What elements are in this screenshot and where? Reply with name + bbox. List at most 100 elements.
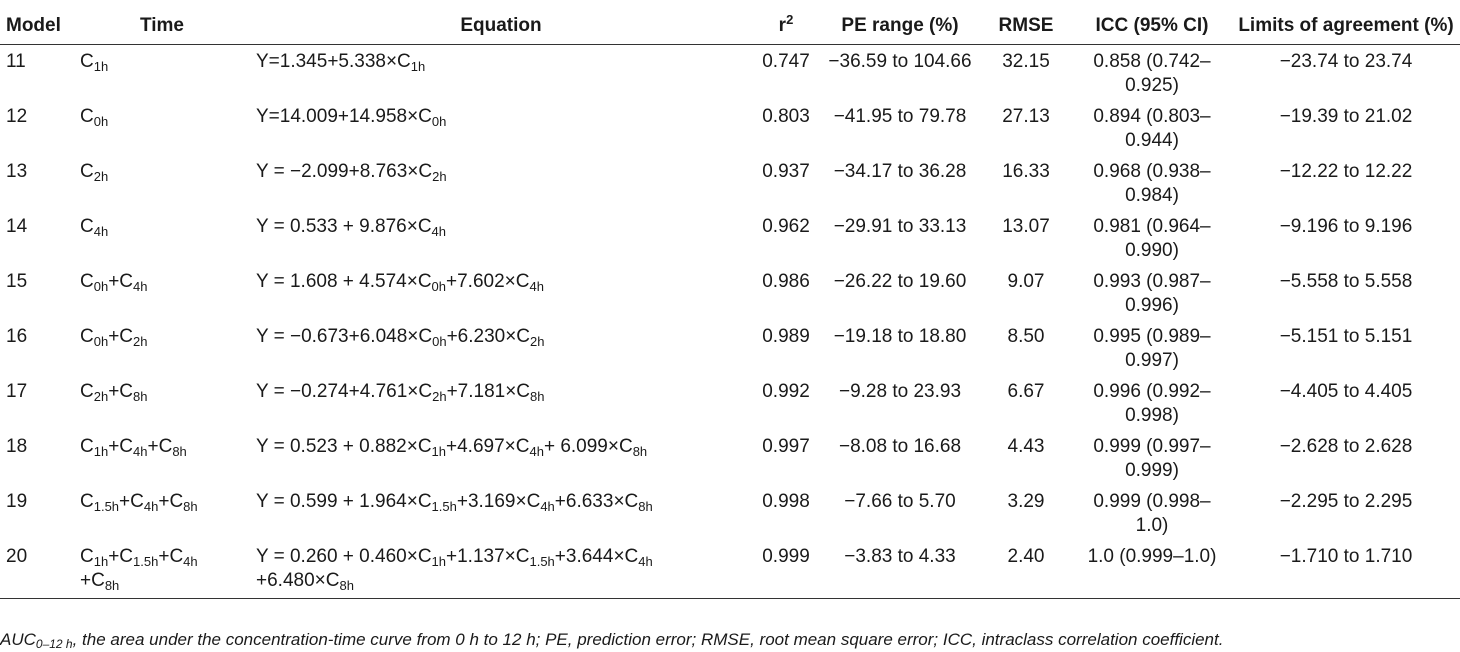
cell-time: C0h+C2h: [74, 320, 250, 375]
subscript: 4h: [183, 554, 198, 569]
subscript: 4h: [540, 499, 555, 514]
header-time: Time: [139, 15, 184, 36]
cell-model: 14: [6, 216, 28, 237]
text-run: +6.633×C: [554, 491, 639, 512]
text-run: Y = 0.523 + 0.882×C: [256, 436, 432, 457]
cell-r2: 0.937: [762, 161, 810, 182]
cell-limits-of-agreement: −23.74 to 23.74: [1279, 51, 1413, 72]
table-body: 11 C1h Y=1.345+5.338×C1h 0.747 −36.59 to 104…: [0, 45, 1460, 598]
cell-rmse: 32.15: [1002, 51, 1050, 72]
text-run: Y = 0.533 + 9.876×C: [256, 216, 432, 237]
text-run: +C: [158, 491, 184, 512]
subscript: 1h: [93, 59, 109, 74]
subscript: 4h: [143, 499, 159, 514]
header-pe-range: PE range (%): [841, 15, 959, 36]
cell-icc: 0.968 (0.938–0.984): [1093, 161, 1211, 206]
cell-equation: Y = 0.260 + 0.460×C1h+1.137×C1.5h+3.644×…: [250, 540, 752, 598]
cell-rmse: 6.67: [1007, 381, 1045, 402]
cell-icc: 1.0 (0.999–1.0): [1087, 546, 1217, 567]
cell-time: C0h+C4h: [74, 265, 250, 320]
table-row: 17 C2h+C8h Y = −0.274+4.761×C2h+7.181×C8h 0…: [0, 375, 1460, 430]
text-run: C: [80, 216, 94, 237]
table-row: 19 C1.5h+C4h+C8h Y = 0.599 + 1.964×C1.5h+3…: [0, 485, 1460, 540]
table-row: 18 C1h+C4h+C8h Y = 0.523 + 0.882×C1h+4.697…: [0, 430, 1460, 485]
subscript: 0h: [431, 114, 447, 129]
text-run: +7.181×C: [446, 381, 531, 402]
cell-limits-of-agreement: −5.558 to 5.558: [1279, 271, 1413, 292]
cell-r2: 0.989: [762, 326, 810, 347]
cell-pe-range: −9.28 to 23.93: [838, 381, 962, 402]
table-row: 14 C4h Y = 0.533 + 9.876×C4h 0.962 −29.91 to…: [0, 210, 1460, 265]
cell-limits-of-agreement: −19.39 to 21.02: [1279, 106, 1413, 127]
text-run: +7.602×C: [446, 271, 530, 292]
subscript: 8h: [133, 389, 148, 404]
cell-limits-of-agreement: −2.628 to 2.628: [1279, 436, 1413, 457]
subscript: 8h: [638, 499, 653, 514]
cell-time: C0h: [74, 100, 250, 155]
subscript: 8h: [183, 499, 198, 514]
cell-time: C1h+C1.5h+C4h +C8h: [74, 540, 250, 598]
cell-r2: 0.999: [762, 546, 810, 567]
text-run: Y=1.345+5.338×C: [256, 51, 411, 72]
cell-equation: Y = 1.608 + 4.574×C0h+7.602×C4h: [250, 265, 752, 320]
subscript: 2h: [93, 169, 109, 184]
text-run: +C: [147, 436, 173, 457]
text-run: Y = 1.608 + 4.574×C: [256, 271, 432, 292]
cell-r2: 0.998: [762, 491, 810, 512]
cell-pe-range: −8.08 to 16.68: [838, 436, 962, 457]
header-equation: Equation: [460, 15, 542, 36]
cell-time: C2h: [74, 155, 250, 210]
text-run: + 6.099×C: [543, 436, 633, 457]
text-run: +1.137×C: [446, 546, 530, 567]
subscript: 1.5h: [529, 554, 555, 569]
text-run: C: [80, 491, 94, 512]
cell-pe-range: −7.66 to 5.70: [844, 491, 956, 512]
cell-icc: 0.996 (0.992–0.998): [1093, 381, 1211, 426]
text-run: C: [80, 381, 94, 402]
subscript: 0h: [93, 279, 109, 294]
text-run: Y = 0.599 + 1.964×C: [256, 491, 432, 512]
subscript: 4h: [638, 554, 653, 569]
table-row: 13 C2h Y = −2.099+8.763×C2h 0.937 −34.17 to …: [0, 155, 1460, 210]
cell-equation: Y = −2.099+8.763×C2h: [250, 155, 752, 210]
subscript: 1.5h: [93, 499, 120, 514]
footnote-auc: AUC: [0, 630, 36, 649]
cell-r2: 0.992: [762, 381, 810, 402]
subscript: 2h: [432, 389, 447, 404]
table-row: 11 C1h Y=1.345+5.338×C1h 0.747 −36.59 to 104…: [0, 45, 1460, 101]
header-icc: ICC (95% CI): [1095, 15, 1209, 36]
cell-rmse: 4.43: [1007, 436, 1045, 457]
cell-pe-range: −26.22 to 19.60: [833, 271, 967, 292]
text-run: +C: [108, 436, 134, 457]
cell-equation: Y = −0.274+4.761×C2h+7.181×C8h: [250, 375, 752, 430]
cell-model: 18: [6, 436, 28, 457]
cell-icc: 0.999 (0.998–1.0): [1093, 491, 1211, 536]
table-row: 20 C1h+C1.5h+C4h +C8h Y = 0.260 + 0.460×C1h…: [0, 540, 1460, 598]
cell-model: 13: [6, 161, 28, 182]
text-run: +C: [108, 381, 134, 402]
cell-pe-range: −34.17 to 36.28: [833, 161, 967, 182]
cell-model: 12: [6, 106, 28, 127]
cell-r2: 0.803: [762, 106, 810, 127]
subscript: 0h: [432, 334, 447, 349]
cell-equation: Y = 0.533 + 9.876×C4h: [250, 210, 752, 265]
cell-icc: 0.995 (0.989–0.997): [1093, 326, 1211, 371]
subscript: 8h: [339, 578, 354, 593]
cell-rmse: 13.07: [1002, 216, 1050, 237]
cell-time: C1h+C4h+C8h: [74, 430, 250, 485]
subscript: 8h: [632, 444, 648, 459]
cell-r2: 0.997: [762, 436, 810, 457]
subscript: 1h: [410, 59, 426, 74]
text-run: +C: [80, 570, 105, 591]
subscript: 0h: [93, 114, 109, 129]
header-r2-base: r: [778, 15, 787, 36]
cell-model: 17: [6, 381, 28, 402]
text-run: C: [80, 161, 94, 182]
header-model: Model: [6, 15, 61, 36]
cell-pe-range: −29.91 to 33.13: [833, 216, 967, 237]
cell-limits-of-agreement: −5.151 to 5.151: [1279, 326, 1413, 347]
table-row: 12 C0h Y=14.009+14.958×C0h 0.803 −41.95 to 7…: [0, 100, 1460, 155]
text-run: +C: [158, 546, 184, 567]
subscript: 2h: [93, 389, 109, 404]
